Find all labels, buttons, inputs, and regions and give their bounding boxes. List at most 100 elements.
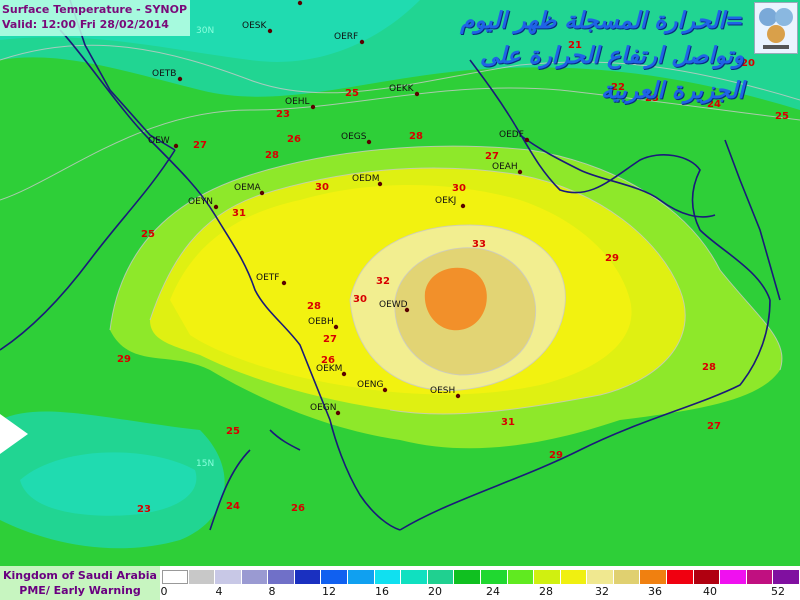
temperature-value: 28	[265, 150, 279, 161]
temperature-value: 28	[409, 131, 423, 142]
agency-label: Kingdom of Saudi Arabia PME/ Early Warni…	[0, 566, 160, 600]
station-marker[interactable]	[341, 371, 347, 377]
color-scale-cell	[348, 570, 375, 584]
station-label: OETB	[152, 69, 176, 79]
temperature-value: 25	[226, 426, 240, 437]
color-scale-cell	[587, 570, 614, 584]
temperature-value: 26	[291, 503, 305, 514]
color-scale-cell	[374, 570, 402, 584]
agency-line-2: PME/ Early Warning	[19, 584, 141, 597]
station-label: OEGS	[341, 132, 367, 142]
color-scale-cell	[188, 570, 216, 584]
lat-label-15n: 15N	[196, 459, 214, 469]
scale-tick-label: 36	[648, 585, 662, 598]
scale-tick-label: 8	[268, 585, 276, 598]
station-marker[interactable]	[517, 169, 523, 175]
color-scale-cell	[268, 570, 295, 584]
station-marker[interactable]	[310, 104, 316, 110]
station-label: OEBH	[308, 317, 334, 327]
color-scale-cell	[773, 570, 800, 584]
color-scale-cell	[507, 570, 535, 584]
station-layer: OERR OESK OERF OETB OEHL OEKK OEW OEGS OEDF OEAH O…	[148, 0, 530, 416]
temperature-value: 24	[226, 501, 240, 512]
scale-tick-label: 20	[428, 585, 442, 598]
station-label: OEGN	[310, 403, 336, 413]
station-label: OEHL	[285, 97, 310, 107]
color-scale	[162, 570, 800, 584]
station-label: OEAH	[492, 162, 518, 172]
scale-tick-label: 16	[375, 585, 389, 598]
temperature-value: 29	[549, 450, 563, 461]
station-marker[interactable]	[359, 39, 365, 45]
temperature-value: 31	[232, 208, 246, 219]
station-label: OEMA	[234, 183, 262, 193]
color-scale-cell	[560, 570, 588, 584]
temperature-value: 29	[605, 253, 619, 264]
station-label: OEYN	[188, 197, 213, 207]
station-marker[interactable]	[267, 28, 273, 34]
temperature-value-layer: 21 20 22 23 24 25 23 25 27 28 26 27 30 30 31 28 33 29 32 30…	[117, 40, 789, 515]
temperature-value: 26	[287, 134, 301, 145]
station-marker[interactable]	[404, 307, 410, 313]
station-label: OETF	[256, 273, 279, 283]
lat-label-30n: 30N	[196, 26, 214, 36]
station-label: OEDF	[499, 130, 524, 140]
color-scale-cell	[427, 570, 455, 584]
agency-logo	[754, 2, 798, 54]
temperature-value: 23	[645, 93, 659, 104]
station-marker[interactable]	[213, 204, 219, 210]
station-marker[interactable]	[460, 203, 466, 209]
color-scale-ticks: 0 4 8 12 16 20 24 28 32 36 40 52	[161, 585, 800, 599]
color-scale-cell	[613, 570, 641, 584]
station-marker[interactable]	[382, 387, 388, 393]
temperature-value: 23	[137, 504, 151, 515]
station-label: OEKK	[389, 84, 415, 94]
agency-line-1: Kingdom of Saudi Arabia	[3, 569, 157, 582]
color-scale-cell	[746, 570, 774, 584]
station-marker[interactable]	[173, 143, 179, 149]
footer-bar: Kingdom of Saudi Arabia PME/ Early Warni…	[0, 566, 800, 600]
color-scale-cell	[162, 570, 189, 584]
station-marker[interactable]	[455, 393, 461, 399]
color-scale-cell	[720, 570, 747, 584]
map-header: Surface Temperature - SYNOP Valid: 12:00…	[0, 0, 190, 36]
scale-tick-label: 12	[322, 585, 336, 598]
station-label: OESK	[242, 21, 267, 31]
station-marker[interactable]	[259, 190, 265, 196]
station-marker[interactable]	[297, 0, 303, 6]
map-title: Surface Temperature - SYNOP	[2, 3, 188, 16]
station-label: OEW	[148, 136, 170, 146]
temperature-value: 28	[702, 362, 716, 373]
station-marker[interactable]	[377, 181, 383, 187]
station-label: OEDM	[352, 174, 379, 184]
station-label: OERF	[334, 32, 358, 42]
scale-tick-label: 40	[703, 585, 717, 598]
station-label: OEKJ	[435, 196, 456, 206]
station-marker[interactable]	[177, 76, 183, 82]
temperature-value: 23	[276, 109, 290, 120]
station-marker[interactable]	[281, 280, 287, 286]
station-label: OENG	[357, 380, 384, 390]
scale-tick-label: 28	[539, 585, 553, 598]
station-marker[interactable]	[333, 324, 339, 330]
temperature-value: 20	[741, 58, 755, 69]
station-label: OEWD	[379, 300, 408, 310]
temperature-value: 27	[193, 140, 207, 151]
color-scale-cell	[321, 570, 349, 584]
station-marker[interactable]	[366, 139, 372, 145]
temperature-value: 27	[323, 334, 337, 345]
temperature-map: 30N 15N OERROESKOERFOETBOEHLOEKKOEWOEGSO…	[0, 0, 800, 549]
temperature-value: 27	[485, 151, 499, 162]
temperature-value: 27	[707, 421, 721, 432]
temperature-value: 30	[452, 183, 466, 194]
color-scale-cell	[640, 570, 667, 584]
temperature-value: 21	[568, 40, 582, 51]
prev-arrow-icon[interactable]	[0, 414, 28, 454]
color-scale-cell	[693, 570, 721, 584]
station-marker[interactable]	[524, 137, 530, 143]
map-valid-time: Valid: 12:00 Fri 28/02/2014	[2, 18, 169, 31]
station-marker[interactable]	[414, 91, 420, 97]
color-scale-cell	[401, 570, 428, 584]
temperature-value: 30	[315, 182, 329, 193]
station-marker[interactable]	[335, 410, 341, 416]
